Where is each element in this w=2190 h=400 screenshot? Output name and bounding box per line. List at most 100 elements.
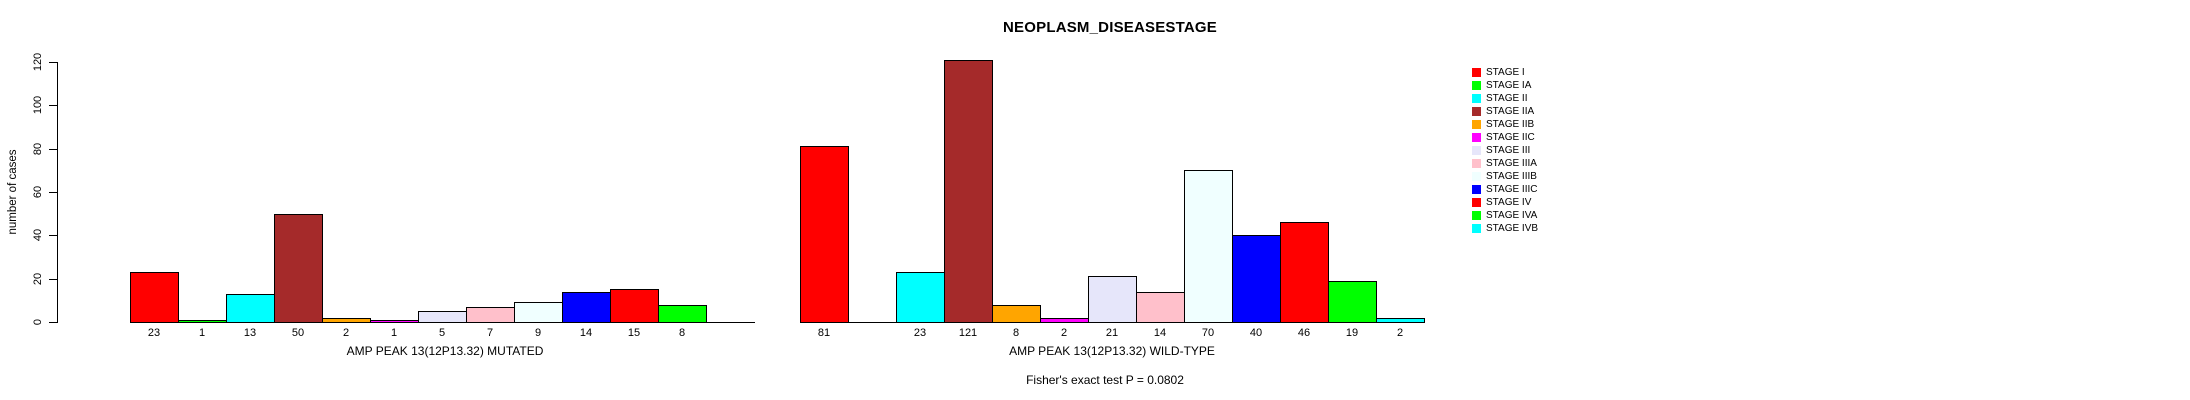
chart-title: NEOPLASM_DISEASESTAGE: [1003, 19, 1217, 36]
bar-wild-type-stage-ivb: [1376, 318, 1425, 323]
legend-swatch-stage-iiib: [1472, 171, 1481, 181]
y-tick-0: [49, 322, 57, 323]
bar-wild-type-stage-iia: [944, 60, 993, 323]
bar-wild-type-stage-iv: [1280, 222, 1329, 323]
legend-entry-stage-iii: STAGE III: [1472, 144, 1530, 157]
bar-mutated-stage-iiia: [466, 307, 515, 323]
legend-label-stage-iic: STAGE IIC: [1486, 131, 1535, 143]
y-tick-label-0: 0: [32, 318, 44, 326]
bar-value-wild-type-stage-iii: 21: [1105, 327, 1119, 339]
bar-value-wild-type-stage-iiic: 40: [1249, 327, 1263, 339]
bar-value-mutated-stage-iva: 8: [678, 327, 686, 339]
bar-value-wild-type-stage-i: 81: [817, 327, 831, 339]
legend-swatch-stage-iiic: [1472, 184, 1481, 194]
x-axis-title-mutated: AMP PEAK 13(12P13.32) MUTATED: [346, 344, 544, 358]
y-tick-120: [49, 62, 57, 63]
y-tick-20: [49, 279, 57, 280]
legend-label-stage-iva: STAGE IVA: [1486, 209, 1538, 221]
bar-value-mutated-stage-iiib: 9: [534, 327, 542, 339]
legend-entry-stage-iiic: STAGE IIIC: [1472, 183, 1538, 196]
legend-swatch-stage-i: [1472, 67, 1481, 77]
bar-value-mutated-stage-iii: 5: [438, 327, 446, 339]
bar-value-wild-type-stage-iia: 121: [958, 327, 978, 339]
legend-entry-stage-iia: STAGE IIA: [1472, 105, 1534, 118]
legend-swatch-stage-ii: [1472, 93, 1481, 103]
bar-wild-type-stage-i: [800, 146, 849, 323]
bar-mutated-stage-iib: [322, 318, 371, 323]
y-tick-label-120: 120: [32, 52, 44, 72]
legend-entry-stage-ivb: STAGE IVB: [1472, 222, 1538, 235]
legend-swatch-stage-iv: [1472, 197, 1481, 207]
bar-value-wild-type-stage-ii: 23: [913, 327, 927, 339]
legend-swatch-stage-iib: [1472, 119, 1481, 129]
bar-wild-type-stage-iic: [1040, 318, 1089, 323]
legend-label-stage-ivb: STAGE IVB: [1486, 222, 1539, 234]
legend-entry-stage-i: STAGE I: [1472, 66, 1525, 79]
legend-swatch-stage-iic: [1472, 132, 1481, 142]
bar-wild-type-stage-iiic: [1232, 235, 1281, 323]
y-tick-label-80: 80: [32, 142, 44, 156]
legend-swatch-stage-iia: [1472, 106, 1481, 116]
bar-mutated-stage-iic: [370, 320, 419, 323]
bar-value-mutated-stage-iic: 1: [390, 327, 398, 339]
y-tick-label-100: 100: [32, 95, 44, 115]
y-tick-label-60: 60: [32, 185, 44, 199]
bar-mutated-stage-iii: [418, 311, 467, 323]
legend-entry-stage-iva: STAGE IVA: [1472, 209, 1537, 222]
bar-value-mutated-stage-i: 23: [147, 327, 161, 339]
bar-value-wild-type-stage-iic: 2: [1060, 327, 1068, 339]
legend-swatch-stage-iiia: [1472, 158, 1481, 168]
y-axis-line: [57, 62, 58, 323]
bar-wild-type-stage-iii: [1088, 276, 1137, 323]
bar-value-wild-type-stage-iv: 46: [1297, 327, 1311, 339]
legend-label-stage-ii: STAGE II: [1486, 92, 1528, 104]
y-tick-label-20: 20: [32, 272, 44, 286]
bar-value-wild-type-stage-iib: 8: [1012, 327, 1020, 339]
bar-value-mutated-stage-iiic: 14: [579, 327, 593, 339]
legend-label-stage-iia: STAGE IIA: [1486, 105, 1535, 117]
bar-mutated-stage-i: [130, 272, 179, 323]
legend-label-stage-iiia: STAGE IIIA: [1486, 157, 1537, 169]
x-axis-title-wild-type: AMP PEAK 13(12P13.32) WILD-TYPE: [1009, 344, 1215, 358]
legend-entry-stage-iib: STAGE IIB: [1472, 118, 1534, 131]
bar-wild-type-stage-iiib: [1184, 170, 1233, 323]
bar-value-mutated-stage-iib: 2: [342, 327, 350, 339]
bar-wild-type-stage-iiia: [1136, 292, 1185, 323]
y-tick-100: [49, 105, 57, 106]
bar-value-mutated-stage-iia: 50: [291, 327, 305, 339]
bar-value-wild-type-stage-iiib: 70: [1201, 327, 1215, 339]
legend-entry-stage-ia: STAGE IA: [1472, 79, 1531, 92]
bar-mutated-stage-iiic: [562, 292, 611, 323]
legend-entry-stage-iic: STAGE IIC: [1472, 131, 1535, 144]
bar-value-wild-type-stage-ivb: 2: [1396, 327, 1404, 339]
bar-value-mutated-stage-ia: 1: [198, 327, 206, 339]
bar-value-wild-type-stage-iva: 19: [1345, 327, 1359, 339]
y-tick-40: [49, 235, 57, 236]
legend-entry-stage-iiia: STAGE IIIA: [1472, 157, 1537, 170]
legend-entry-stage-iiib: STAGE IIIB: [1472, 170, 1537, 183]
bar-wild-type-stage-iva: [1328, 281, 1377, 323]
bar-wild-type-stage-iib: [992, 305, 1041, 323]
bar-value-wild-type-stage-iiia: 14: [1153, 327, 1167, 339]
bar-mutated-stage-iv: [610, 289, 659, 323]
legend-swatch-stage-ivb: [1472, 223, 1481, 233]
bar-mutated-stage-ii: [226, 294, 275, 323]
legend-label-stage-i: STAGE I: [1486, 66, 1525, 78]
y-tick-80: [49, 149, 57, 150]
legend-label-stage-iii: STAGE III: [1486, 144, 1531, 156]
bar-value-mutated-stage-ii: 13: [243, 327, 257, 339]
legend-label-stage-iv: STAGE IV: [1486, 196, 1532, 208]
fisher-test-annotation: Fisher's exact test P = 0.0802: [1026, 373, 1184, 387]
legend-swatch-stage-iva: [1472, 210, 1481, 220]
legend-swatch-stage-ia: [1472, 80, 1481, 90]
bar-mutated-stage-iiib: [514, 302, 563, 323]
bar-wild-type-stage-ii: [896, 272, 945, 323]
legend-swatch-stage-iii: [1472, 145, 1481, 155]
legend-label-stage-iiib: STAGE IIIB: [1486, 170, 1537, 182]
bar-mutated-stage-iva: [658, 305, 707, 323]
legend-entry-stage-iv: STAGE IV: [1472, 196, 1531, 209]
y-tick-label-40: 40: [32, 228, 44, 242]
bar-mutated-stage-iia: [274, 214, 323, 323]
